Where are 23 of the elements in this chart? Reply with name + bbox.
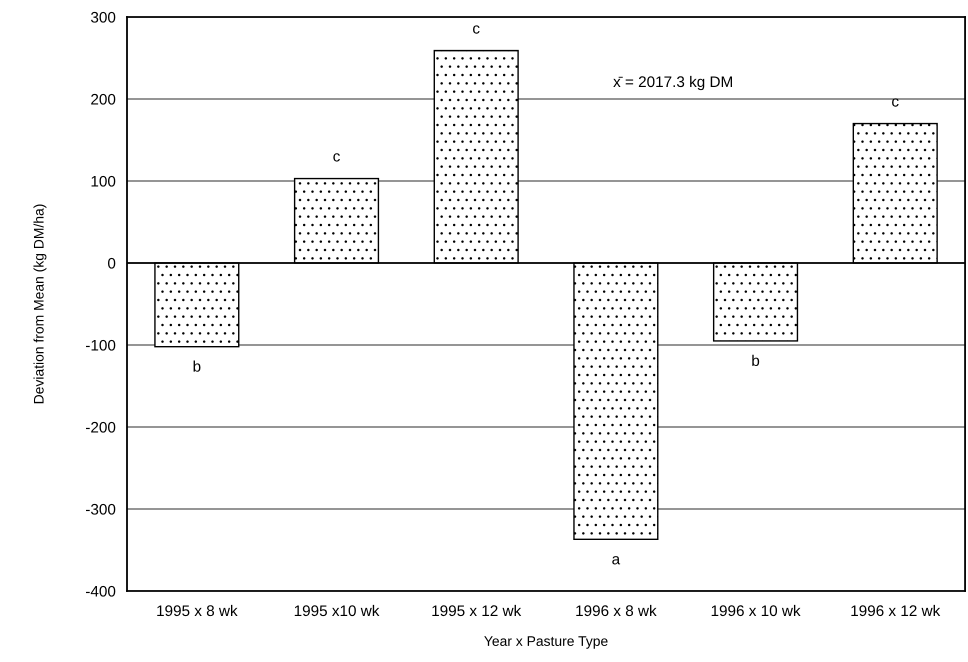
y-tick-label: 200 (91, 94, 116, 105)
y-tick-label: 300 (90, 12, 116, 23)
annotation: a (612, 556, 620, 564)
annotation: b (194, 360, 200, 372)
y-tick-label: 0 (108, 258, 116, 269)
x-tick-label: 1996 x 12 wk (851, 604, 940, 616)
y-tick-label: -200 (86, 422, 116, 433)
annotation: c (333, 153, 340, 162)
annotation: b (752, 354, 760, 366)
x-tick-label: 1995 x10 wk (294, 604, 380, 616)
y-tick-label: -400 (86, 586, 116, 597)
x-tick-label: 1996 x 8 wk (576, 604, 657, 616)
annotation: c (473, 25, 480, 34)
x-axis-title: Year x Pasture Type (484, 636, 608, 649)
y-axis-title: Deviation from Mean (kg DM/ha) (33, 204, 46, 404)
y-tick-label: -100 (86, 340, 116, 351)
x-tick-label: 1995 x 8 wk (157, 604, 238, 616)
annotation: x̄ = 2017.3 kg DM (613, 76, 732, 90)
y-tick-label: 100 (92, 176, 116, 187)
annotation: c (892, 98, 899, 107)
x-tick-label: 1995 x 12 wk (432, 604, 522, 616)
x-tick-label: 1996 x 10 wk (712, 604, 801, 616)
y-tick-label: -300 (86, 504, 116, 515)
